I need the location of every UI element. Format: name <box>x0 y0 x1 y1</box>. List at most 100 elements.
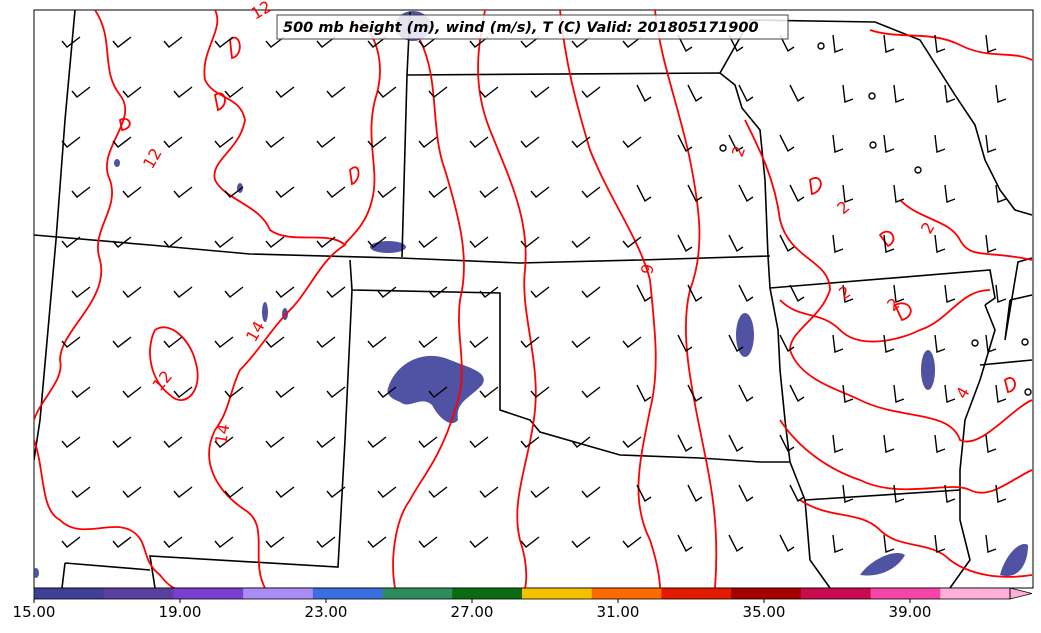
wind-barb <box>418 336 438 348</box>
colorbar-segment <box>34 588 105 599</box>
wind-barb <box>687 384 703 403</box>
wind-barb <box>985 434 997 453</box>
wind-barb <box>893 184 905 203</box>
calm-wind-circle <box>719 144 727 152</box>
wind-barb <box>377 186 397 198</box>
colorbar-outline <box>33 587 1011 600</box>
wind-barb <box>214 536 234 548</box>
wind-barb <box>316 136 336 148</box>
wind-barb <box>530 386 550 398</box>
wind-barb <box>934 134 946 153</box>
colorbar-tick: 39.00 <box>888 603 932 621</box>
wind-barb <box>418 36 438 48</box>
wind-barb <box>677 534 693 553</box>
wind-barb <box>842 84 854 103</box>
wind-barb <box>326 286 346 298</box>
wind-barb <box>61 136 81 148</box>
colorbar-segment <box>173 588 244 599</box>
wind-barb <box>677 434 693 453</box>
wind-barb <box>469 536 489 548</box>
wind-barb <box>265 436 285 448</box>
wind-barb <box>71 186 91 198</box>
wind-barb <box>893 284 905 303</box>
wind-barb <box>789 484 805 503</box>
wind-barb <box>71 286 91 298</box>
wind-barb <box>367 336 387 348</box>
wind-barb <box>224 386 244 398</box>
wind-barb <box>779 234 795 253</box>
colorbar-segment <box>731 588 802 599</box>
wind-barb <box>112 36 132 48</box>
wind-barb <box>893 384 905 403</box>
wind-barb <box>163 336 183 348</box>
wind-barb <box>581 186 601 198</box>
wind-barb <box>326 486 346 498</box>
colorbar <box>33 587 1033 603</box>
wind-barb <box>677 234 693 253</box>
colorbar-tick: 15.00 <box>12 603 56 621</box>
colorbar-segment <box>591 588 662 599</box>
wind-barb <box>469 136 489 148</box>
wind-barb <box>479 86 499 98</box>
wind-barb <box>418 436 438 448</box>
wind-barb <box>275 186 295 198</box>
wind-barb <box>934 234 946 253</box>
wind-barb <box>428 486 448 498</box>
wind-barb <box>122 486 142 498</box>
wind-barb <box>520 236 540 248</box>
wind-barb <box>985 334 997 353</box>
wind-barb <box>326 186 346 198</box>
colorbar-tick: 35.00 <box>742 603 786 621</box>
colorbar-segment <box>522 588 593 599</box>
calm-wind-circle <box>817 42 825 50</box>
wind-barb <box>842 284 854 303</box>
wind-barb <box>995 184 1007 203</box>
wind-barb <box>636 384 652 403</box>
wind-barb <box>316 536 336 548</box>
wind-barb <box>163 436 183 448</box>
wind-barb <box>530 486 550 498</box>
wind-barb <box>571 436 591 448</box>
wind-barb <box>469 236 489 248</box>
calm-wind-circle <box>971 339 979 347</box>
wind-barb <box>985 134 997 153</box>
wind-barb <box>832 234 844 253</box>
wind-barb <box>687 184 703 203</box>
wind-barb <box>173 486 193 498</box>
wind-barb <box>61 336 81 348</box>
wind-barb <box>842 484 854 503</box>
wind-barb <box>985 34 997 53</box>
wind-barb <box>687 484 703 503</box>
wind-barb <box>112 336 132 348</box>
colorbar-tick: 19.00 <box>158 603 202 621</box>
wind-barb <box>316 336 336 348</box>
wind-barb <box>738 284 754 303</box>
colorbar-segment <box>103 588 174 599</box>
wind-barb <box>418 536 438 548</box>
wind-barb <box>265 136 285 148</box>
wind-barb <box>934 434 946 453</box>
colorbar-segment <box>940 588 1011 599</box>
wind-barb <box>428 186 448 198</box>
wind-barb <box>214 36 234 48</box>
wind-barb <box>883 434 895 453</box>
contour-label: 14 <box>211 422 233 445</box>
wind-barb <box>469 436 489 448</box>
wind-barb <box>61 36 81 48</box>
calm-wind-circle <box>1021 338 1029 346</box>
wind-barb <box>367 136 387 148</box>
wind-barb <box>173 286 193 298</box>
wind-barb <box>571 336 591 348</box>
wind-barb <box>687 284 703 303</box>
wind-barb <box>428 386 448 398</box>
wind-barb <box>789 84 805 103</box>
wind-barb <box>163 536 183 548</box>
wind-barb <box>636 284 652 303</box>
wind-barb <box>779 434 795 453</box>
wind-barb <box>995 484 1007 503</box>
wind-barb <box>265 236 285 248</box>
map-frame <box>33 9 1034 589</box>
wind-barb <box>367 536 387 548</box>
wind-barb <box>163 36 183 48</box>
wind-barb <box>214 236 234 248</box>
